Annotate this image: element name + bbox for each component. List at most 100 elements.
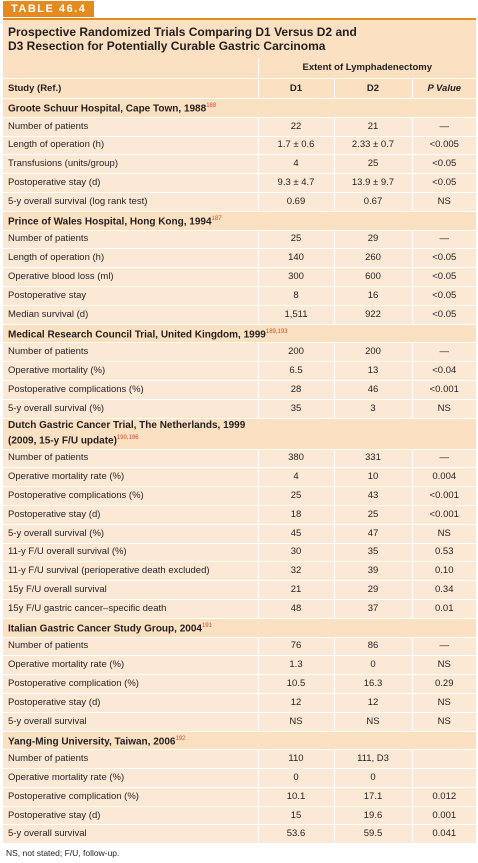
- study-group-subtitle: (2009, 15-y F/U update): [8, 435, 117, 447]
- table-frame: Prospective Randomized Trials Comparing …: [3, 18, 477, 844]
- d1-value: 6.5: [257, 361, 334, 381]
- p-value: —: [411, 342, 477, 362]
- d1-value: 200: [257, 342, 334, 362]
- d2-value: 17.1: [333, 786, 412, 807]
- d1-value: 25: [257, 486, 334, 506]
- d2-value: 21: [333, 116, 412, 137]
- row-label: Length of operation (h): [3, 135, 259, 155]
- d1-value: 35: [257, 398, 334, 419]
- study-group-heading: Medical Research Council Trial, United K…: [3, 323, 477, 343]
- table-row: Postoperative stay (d) 15 19.6 0.001: [3, 805, 477, 825]
- table-row: 5-y overall survival (log rank test) 0.69…: [3, 191, 477, 212]
- d2-value: 2.33 ± 0.7: [333, 135, 412, 155]
- table-caption: Prospective Randomized Trials Comparing …: [3, 20, 476, 58]
- study-group-title: Dutch Gastric Cancer Trial, The Netherla…: [8, 419, 246, 431]
- p-value: <0.001: [411, 504, 477, 525]
- d1-value: 140: [257, 248, 334, 268]
- table-row: Length of operation (h) 140 260 <0.05: [3, 248, 477, 268]
- d1-value: 1.3: [257, 655, 334, 675]
- study-group-row: Italian Gastric Cancer Study Group, 2004…: [3, 617, 477, 638]
- d1-value: 28: [257, 379, 334, 400]
- d2-value: 29: [333, 580, 412, 600]
- row-label: 5-y overall survival (%): [3, 398, 259, 419]
- row-label: Operative mortality rate (%): [3, 655, 259, 675]
- p-value: —: [411, 448, 477, 468]
- d2-value: 331: [333, 448, 412, 468]
- p-value: 0.53: [411, 542, 477, 562]
- d1-value: NS: [257, 711, 334, 731]
- d2-value: 86: [333, 636, 412, 656]
- study-group-heading: Yang-Ming University, Taiwan, 2006192: [3, 730, 477, 750]
- table-row: Operative mortality rate (%) 1.3 0 NS: [3, 655, 477, 675]
- table-row: Number of patients 76 86—: [3, 636, 477, 656]
- p-value: [411, 768, 477, 788]
- row-label: Postoperative stay (d): [3, 692, 259, 713]
- d2-value: 35: [333, 542, 412, 562]
- d2-value: 46: [333, 379, 412, 400]
- reference-superscript: 189,193: [265, 328, 288, 335]
- trials-table: Extent of Lymphadenectomy Study (Ref.) D…: [3, 58, 477, 844]
- study-group-row: Yang-Ming University, Taiwan, 2006192: [3, 730, 477, 750]
- reference-superscript: 188: [206, 103, 217, 110]
- d1-column-header: D1: [257, 78, 334, 99]
- row-label: Number of patients: [3, 636, 259, 656]
- p-value: 0.34: [411, 580, 477, 600]
- table-row: Postoperative stay (d) 12 12 NS: [3, 692, 477, 713]
- p-value: 0.012: [411, 786, 477, 807]
- table-footnote: NS, not stated; F/U, follow-up.: [6, 848, 120, 859]
- d1-value: 8: [257, 285, 334, 306]
- p-value: —: [411, 636, 477, 656]
- row-label: 5-y overall survival: [3, 711, 259, 731]
- row-label: Postoperative complication (%): [3, 786, 259, 807]
- p-value: 0.10: [411, 561, 477, 581]
- p-value: <0.05: [411, 173, 477, 193]
- row-label: Postoperative stay: [3, 285, 259, 306]
- row-label: Number of patients: [3, 116, 259, 137]
- d2-value: 43: [333, 486, 412, 506]
- study-group-heading: Prince of Wales Hospital, Hong Kong, 199…: [3, 210, 477, 231]
- table-row: Number of patients 110 111, D3: [3, 749, 477, 769]
- d2-value: 29: [333, 229, 412, 249]
- row-label: 15y F/U gastric cancer–specific death: [3, 598, 259, 619]
- table-row: Operative mortality rate (%) 4 10 0.004: [3, 467, 477, 487]
- row-label: Operative mortality rate (%): [3, 768, 259, 788]
- table-row: Postoperative complications (%) 25 43 <0.00…: [3, 486, 477, 506]
- row-label: Number of patients: [3, 342, 259, 362]
- d2-value: 922: [333, 304, 412, 325]
- reference-superscript: 187: [211, 216, 222, 223]
- d1-value: 10.5: [257, 674, 334, 694]
- d1-value: 32: [257, 561, 334, 581]
- d1-value: 21: [257, 580, 334, 600]
- p-value: <0.05: [411, 267, 477, 287]
- d2-value: 0: [333, 768, 412, 788]
- d1-value: 380: [257, 448, 334, 468]
- d1-value: 1.7 ± 0.6: [257, 135, 334, 155]
- d1-value: 48: [257, 598, 334, 619]
- study-group-title: Prince of Wales Hospital, Hong Kong, 199…: [8, 216, 212, 228]
- reference-superscript: 191: [201, 622, 212, 629]
- table-row: Median survival (d) 1,511 922 <0.05: [3, 304, 477, 325]
- p-value: —: [411, 229, 477, 249]
- study-column-header: Study (Ref.): [3, 78, 258, 99]
- study-group-heading: Groote Schuur Hospital, Cape Town, 19881…: [3, 98, 477, 118]
- row-label: Operative blood loss (ml): [3, 267, 259, 287]
- d2-value: 16: [333, 285, 412, 306]
- row-label: 5-y overall survival (%): [3, 523, 259, 544]
- p-value: 0.01: [411, 598, 477, 619]
- extent-header-row: Extent of Lymphadenectomy: [3, 58, 477, 79]
- d1-value: 0: [257, 768, 334, 788]
- study-group-title: Medical Research Council Trial, United K…: [8, 329, 266, 341]
- table-row: Transfusions (units/group) 4 25 <0.05: [3, 154, 477, 174]
- p-value: 0.041: [411, 824, 477, 844]
- row-label: Median survival (d): [3, 304, 259, 325]
- row-label: Postoperative complications (%): [3, 379, 259, 400]
- d1-value: 53.6: [257, 824, 334, 844]
- d1-value: 18: [257, 504, 334, 525]
- row-label: Postoperative complications (%): [3, 486, 259, 506]
- row-label: Operative mortality (%): [3, 361, 259, 381]
- extent-header: Extent of Lymphadenectomy: [258, 58, 477, 79]
- column-header-row: Study (Ref.) D1 D2 P Value: [3, 78, 477, 99]
- table-row: Postoperative complication (%) 10.1 17.1 0.…: [3, 786, 477, 807]
- table-row: 5-y overall survival NS NS NS: [3, 711, 477, 731]
- row-label: Postoperative stay (d): [3, 504, 259, 525]
